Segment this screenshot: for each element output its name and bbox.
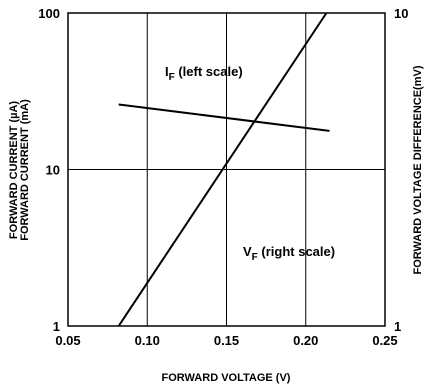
y-left-tick-label: 100 <box>38 6 60 21</box>
y-right-axis-label: FORWARD VOLTAGE DIFFERENCE(mV) <box>412 65 424 274</box>
if-series-label: IF (left scale) <box>165 64 243 83</box>
vf-series-label: VF (right scale) <box>243 244 335 263</box>
x-tick-label: 0.10 <box>135 333 160 348</box>
x-tick-label: 0.05 <box>55 333 80 348</box>
vf-series-line <box>118 103 330 132</box>
x-tick-label: 0.20 <box>293 333 318 348</box>
x-tick-label: 0.25 <box>372 333 397 348</box>
y-right-axis-ticks: 1 10 <box>394 6 408 334</box>
if-series-line <box>117 12 328 327</box>
y-left-tick-label: 1 <box>53 319 60 334</box>
y-left-axis-label-line1: FORWARD CURRENT (µA) <box>8 101 20 239</box>
y-left-axis-label-line2: FORWARD CURRENT (mA) <box>19 99 31 241</box>
y-right-tick-label: 10 <box>394 6 408 21</box>
x-axis-ticks: 0.05 0.10 0.15 0.20 0.25 <box>55 333 397 348</box>
y-right-tick-label: 1 <box>394 319 401 334</box>
x-tick-label: 0.15 <box>214 333 239 348</box>
series-lines <box>117 12 330 327</box>
y-left-tick-label: 10 <box>46 163 60 178</box>
grid-lines <box>68 13 385 326</box>
y-left-axis-ticks: 1 10 100 <box>38 6 60 334</box>
plot-frame <box>67 12 386 327</box>
x-axis-label: FORWARD VOLTAGE (V) <box>162 372 291 384</box>
